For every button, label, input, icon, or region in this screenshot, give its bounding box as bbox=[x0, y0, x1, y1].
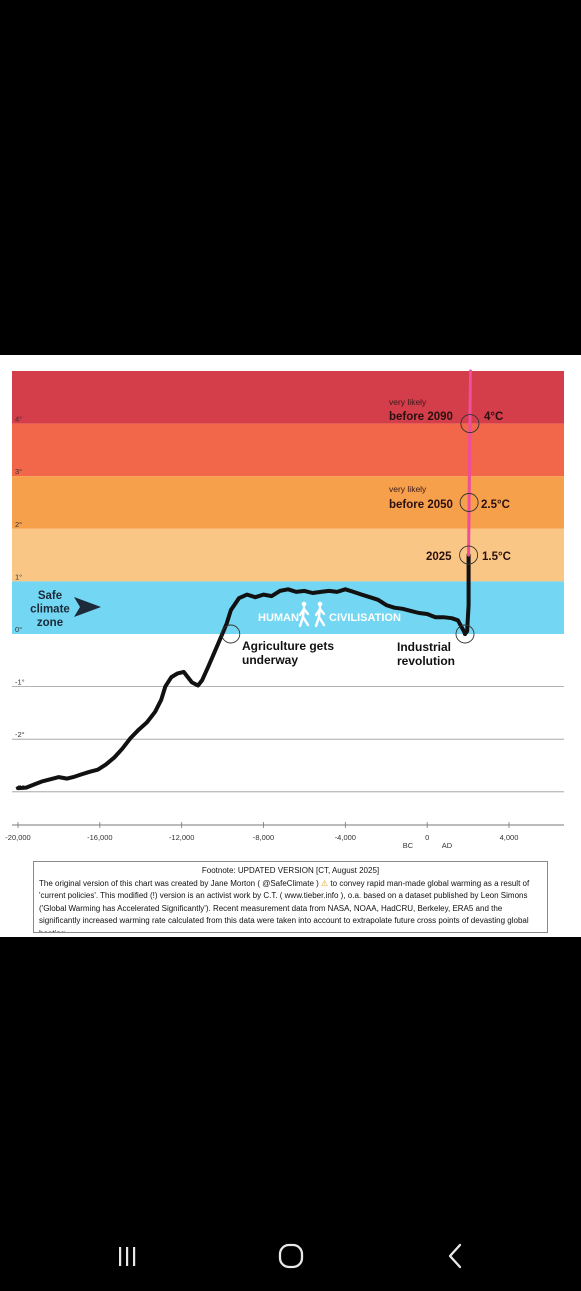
era-label-ad: AD bbox=[442, 841, 453, 850]
likely-25-label: very likely bbox=[389, 484, 427, 494]
x-tick-label: -12,000 bbox=[169, 833, 194, 842]
y-tick-label: 0° bbox=[15, 625, 22, 634]
marker-circle bbox=[459, 493, 479, 512]
footnote-line-3: ('Global Warming has Accelerated Signifi… bbox=[39, 903, 503, 926]
home-button[interactable] bbox=[276, 1242, 306, 1270]
temperature-line bbox=[16, 587, 467, 791]
era-label-bc: BC bbox=[403, 841, 414, 850]
temp-band-3 bbox=[12, 528, 564, 582]
temp-band-1 bbox=[12, 423, 564, 477]
figure-body bbox=[298, 605, 310, 628]
y-tick-label: 1° bbox=[15, 572, 22, 581]
marker-circle bbox=[459, 545, 479, 565]
below-zero-area bbox=[12, 634, 564, 825]
before-2090-label: before 2090 bbox=[389, 411, 453, 423]
recent-apps-button[interactable] bbox=[112, 1242, 142, 1270]
footnote-line-2: of 'current policies'. This modified (!)… bbox=[39, 878, 530, 901]
walking-person-icon bbox=[314, 601, 326, 628]
navigation-bar bbox=[0, 1220, 581, 1291]
temp-band-0 bbox=[12, 371, 564, 424]
figure-body bbox=[314, 605, 326, 628]
y-tick-label: 2° bbox=[15, 520, 22, 529]
y-tick-label: -2° bbox=[15, 730, 25, 739]
label-4c: 4°C bbox=[484, 411, 503, 423]
safe-zone-label: zone bbox=[37, 617, 63, 629]
y-tick-label: 3° bbox=[15, 467, 22, 476]
marker-circle bbox=[455, 624, 475, 644]
temperature-line bbox=[463, 553, 471, 636]
before-2050-label: before 2050 bbox=[389, 499, 453, 511]
safe-zone-label: climate bbox=[30, 604, 70, 616]
year-2025-label: 2025 bbox=[426, 551, 452, 563]
agriculture-label: underway bbox=[242, 653, 298, 667]
label-15c: 1.5°C bbox=[482, 551, 511, 563]
figure-head bbox=[317, 601, 323, 607]
back-button[interactable] bbox=[440, 1242, 470, 1270]
image-viewer: 4° 3° 2° 1° 0° -1° -2° -3° -20,000 -16,000 -12,000… bbox=[0, 355, 581, 937]
footnote-line-1: The original version of this chart was c… bbox=[39, 878, 322, 888]
temp-band-2 bbox=[12, 476, 564, 529]
marker-circle bbox=[460, 414, 480, 434]
marker-circle bbox=[221, 624, 241, 644]
walking-person-icon bbox=[298, 601, 310, 628]
recent-apps-icon bbox=[119, 1247, 136, 1266]
footnote-box: Footnote: UPDATED VERSION [CT, August 20… bbox=[33, 861, 548, 933]
x-tick-label: 0 bbox=[425, 833, 429, 842]
x-tick-label: 4,000 bbox=[500, 833, 519, 842]
label-25c: 2.5°C bbox=[481, 499, 510, 511]
home-icon bbox=[278, 1243, 304, 1269]
safe-zone-arrow-icon bbox=[74, 597, 101, 617]
footnote-line-4: increased warming rate calculated from t… bbox=[39, 916, 529, 933]
x-tick-label: -20,000 bbox=[5, 833, 30, 842]
warning-icon: ⚠ bbox=[321, 878, 329, 888]
footnote-body: The original version of this chart was c… bbox=[39, 878, 542, 933]
y-tick-label: -1° bbox=[15, 678, 25, 687]
figure-head bbox=[301, 601, 307, 607]
projection-line bbox=[467, 369, 472, 557]
x-tick-label: -16,000 bbox=[87, 833, 112, 842]
y-tick-label: 4° bbox=[15, 415, 22, 424]
civilisation-label-left: HUMAN bbox=[258, 612, 299, 624]
agriculture-label: Agriculture gets bbox=[242, 639, 334, 653]
warming-chart: 4°3°2°1°0°-1°-2°-3°-20,000 -16,000 -12,000… bbox=[5, 369, 564, 850]
likely-4-label: very likely bbox=[389, 397, 427, 407]
civilisation-label-right: CIVILISATION bbox=[329, 612, 401, 624]
industrial-label: revolution bbox=[397, 654, 455, 668]
footnote-title: Footnote: UPDATED VERSION [CT, August 20… bbox=[201, 866, 380, 875]
industrial-label: Industrial bbox=[397, 640, 451, 654]
x-tick-label: -8,000 bbox=[253, 833, 274, 842]
safe-zone-label: Safe bbox=[38, 590, 62, 602]
footnote-line-1-rest: to convey rapid man-made global warming … bbox=[328, 878, 521, 888]
x-tick-label: -4,000 bbox=[335, 833, 356, 842]
back-icon bbox=[448, 1243, 462, 1269]
